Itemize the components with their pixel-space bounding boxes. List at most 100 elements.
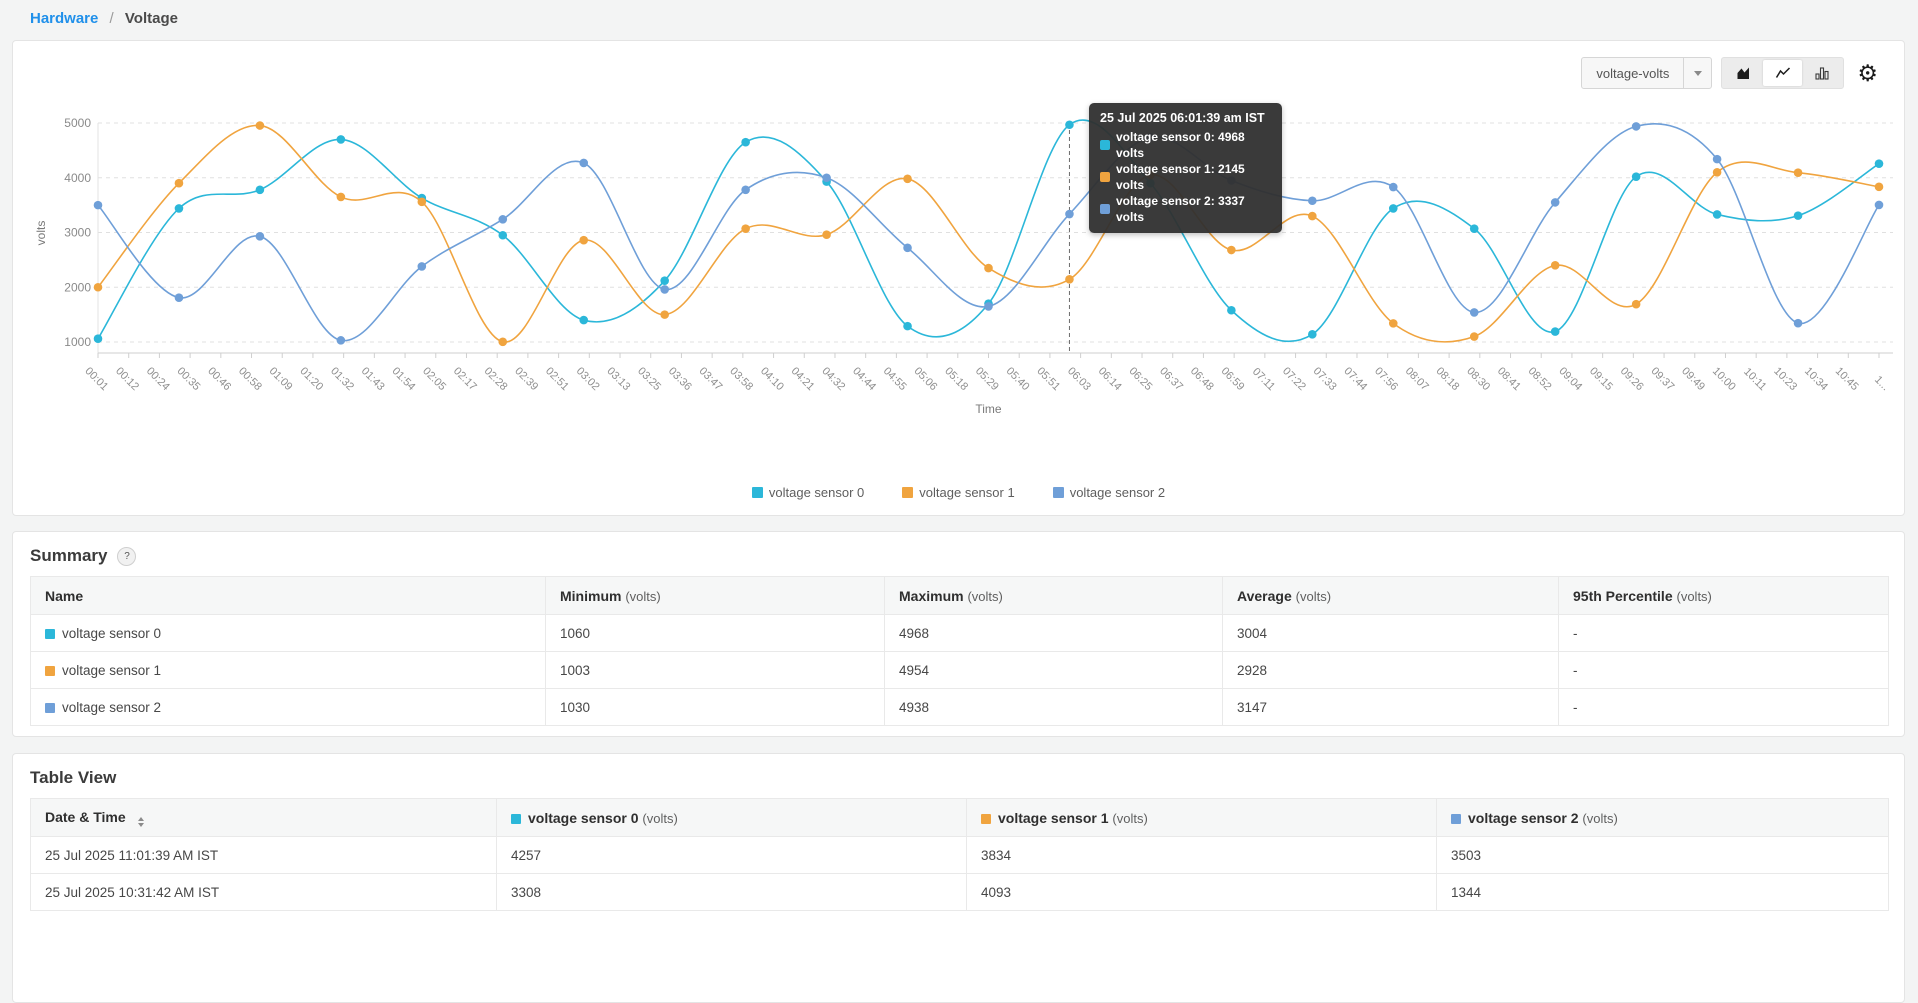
legend-item-sensor0[interactable]: voltage sensor 0 <box>751 485 865 500</box>
min-cell: 1030 <box>545 688 885 726</box>
summary-table: Name Minimum (volts) Maximum (volts) Ave… <box>30 576 1889 726</box>
svg-text:03:25: 03:25 <box>635 365 663 393</box>
svg-text:07:11: 07:11 <box>1250 366 1277 393</box>
svg-text:09:37: 09:37 <box>1648 365 1676 393</box>
sort-icon[interactable] <box>137 816 144 827</box>
chart-tooltip: 25 Jul 2025 06:01:39 am IST voltage sens… <box>1089 103 1282 233</box>
svg-text:00:35: 00:35 <box>175 365 203 393</box>
table-row: 25 Jul 2025 11:01:39 AM IST 4257 3834 35… <box>30 836 1889 874</box>
sensor1-swatch <box>45 665 55 676</box>
breadcrumb-separator: / <box>109 10 114 27</box>
svg-text:03:47: 03:47 <box>697 365 725 393</box>
svg-text:01:32: 01:32 <box>328 365 356 393</box>
svg-text:10:00: 10:00 <box>1710 365 1738 393</box>
svg-text:00:58: 00:58 <box>236 365 264 393</box>
settings-gear-icon[interactable]: ⚙ <box>1857 60 1878 86</box>
sensor-name-cell: voltage sensor 0 <box>30 614 546 652</box>
legend-label: voltage sensor 0 <box>768 485 865 500</box>
metric-select-dropdown[interactable]: voltage-volts <box>1581 57 1713 89</box>
svg-text:05:40: 05:40 <box>1004 365 1032 393</box>
breadcrumb-link-hardware[interactable]: Hardware <box>30 10 99 27</box>
area-chart-button[interactable] <box>1724 60 1763 86</box>
svg-text:03:58: 03:58 <box>727 365 755 393</box>
table-view-title: Table View <box>30 768 117 787</box>
table-row: voltage sensor 2 1030 4938 3147 - <box>30 688 1889 726</box>
svg-text:01:43: 01:43 <box>359 365 387 393</box>
sensor0-column-header: voltage sensor 0 (volts) <box>496 798 967 837</box>
svg-text:08:30: 08:30 <box>1464 365 1492 393</box>
voltage-chart-panel: voltage-volts ⚙ 0 <box>12 40 1905 516</box>
table-view-panel: Table View Date & Time voltage sensor 0 … <box>12 753 1905 1003</box>
sensor0-swatch <box>1100 140 1110 150</box>
svg-text:05:51: 05:51 <box>1034 365 1062 393</box>
table-view-table: Date & Time voltage sensor 0 (volts) vol… <box>30 798 1889 911</box>
svg-text:05:18: 05:18 <box>942 365 970 393</box>
metric-select-value: voltage-volts <box>1596 65 1670 81</box>
max-cell: 4938 <box>884 688 1223 726</box>
datetime-cell: 25 Jul 2025 11:01:39 AM IST <box>30 836 497 874</box>
sensor-name-cell: voltage sensor 1 <box>30 651 546 689</box>
sensor0-swatch <box>751 487 763 498</box>
legend-item-sensor1[interactable]: voltage sensor 1 <box>902 485 1015 500</box>
table-row: 25 Jul 2025 10:31:42 AM IST 3308 4093 13… <box>30 873 1889 911</box>
datetime-column-header[interactable]: Date & Time <box>30 798 497 837</box>
svg-text:01:20: 01:20 <box>297 365 325 393</box>
svg-text:Time: Time <box>975 402 1002 416</box>
sensor0-swatch <box>45 628 55 639</box>
table-row: voltage sensor 1 1003 4954 2928 - <box>30 651 1889 689</box>
svg-text:06:14: 06:14 <box>1096 365 1124 393</box>
sensor2-swatch <box>1052 487 1064 498</box>
svg-text:01:54: 01:54 <box>389 365 417 393</box>
svg-text:1000: 1000 <box>64 335 91 349</box>
help-icon[interactable]: ? <box>117 546 137 566</box>
avg-cell: 2928 <box>1222 651 1559 689</box>
svg-text:07:56: 07:56 <box>1372 365 1400 393</box>
summary-title: Summary <box>30 546 108 565</box>
tooltip-sensor0-text: voltage sensor 0: 4968 volts <box>1116 130 1245 160</box>
summary-col-minimum: Minimum (volts) <box>545 576 885 615</box>
svg-text:06:37: 06:37 <box>1157 365 1185 393</box>
line-chart-button[interactable] <box>1763 60 1803 86</box>
bar-chart-icon <box>1815 67 1829 80</box>
svg-text:04:10: 04:10 <box>758 365 786 393</box>
svg-text:5000: 5000 <box>64 116 91 130</box>
summary-col-p95: 95th Percentile (volts) <box>1558 576 1889 615</box>
legend-label: voltage sensor 1 <box>919 485 1015 500</box>
svg-text:09:49: 09:49 <box>1679 365 1707 393</box>
summary-header: Summary ? <box>13 532 1904 576</box>
svg-text:2000: 2000 <box>64 280 91 294</box>
bar-chart-button[interactable] <box>1802 60 1841 86</box>
legend-label: voltage sensor 2 <box>1069 485 1166 500</box>
sensor1-swatch <box>981 813 991 824</box>
area-chart-icon <box>1737 67 1750 79</box>
svg-text:08:41: 08:41 <box>1495 365 1523 393</box>
svg-text:09:26: 09:26 <box>1618 365 1646 393</box>
tooltip-timestamp: 25 Jul 2025 06:01:39 am IST <box>1100 111 1265 125</box>
svg-text:09:15: 09:15 <box>1587 365 1615 393</box>
svg-text:1...: 1... <box>1872 374 1891 393</box>
svg-text:00:01: 00:01 <box>82 365 110 393</box>
svg-text:02:05: 02:05 <box>420 365 448 393</box>
summary-col-maximum: Maximum (volts) <box>884 576 1223 615</box>
sensor2-swatch <box>45 702 55 713</box>
voltage-chart-svg[interactable]: 00:01 00:12 00:24 00:35 00:46 00:58 01:09 01:20… <box>13 41 1904 479</box>
table-row: voltage sensor 0 1060 4968 3004 - <box>30 614 1889 652</box>
legend-item-sensor2[interactable]: voltage sensor 2 <box>1052 485 1166 500</box>
chart-controls: voltage-volts ⚙ <box>1581 57 1878 89</box>
breadcrumb: Hardware / Voltage <box>30 10 178 27</box>
avg-cell: 3147 <box>1222 688 1559 726</box>
svg-text:04:32: 04:32 <box>819 365 847 393</box>
summary-col-name: Name <box>30 576 546 615</box>
svg-text:07:44: 07:44 <box>1341 365 1369 393</box>
min-cell: 1060 <box>545 614 885 652</box>
dropdown-caret-box[interactable] <box>1683 58 1711 88</box>
svg-text:10:34: 10:34 <box>1802 365 1830 393</box>
min-cell: 1003 <box>545 651 885 689</box>
svg-text:01:09: 01:09 <box>267 365 295 393</box>
chart-type-button-group <box>1721 57 1845 89</box>
svg-text:04:55: 04:55 <box>881 365 909 393</box>
svg-text:06:59: 06:59 <box>1219 365 1247 393</box>
svg-text:07:22: 07:22 <box>1280 365 1308 393</box>
tooltip-sensor1-text: voltage sensor 1: 2145 volts <box>1116 162 1245 192</box>
table-view-header-row: Date & Time voltage sensor 0 (volts) vol… <box>30 798 1889 837</box>
